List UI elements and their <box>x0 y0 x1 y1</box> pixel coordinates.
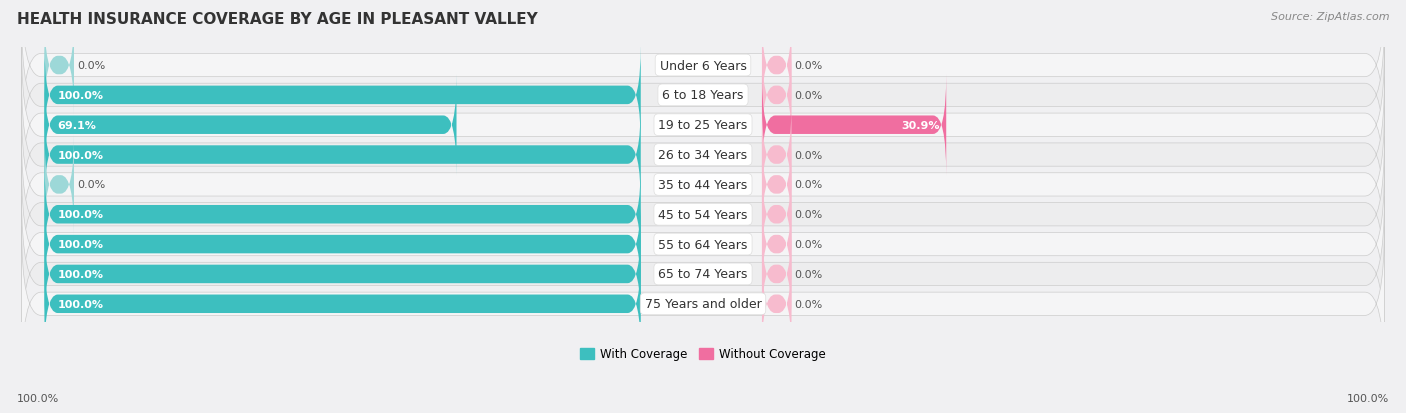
FancyBboxPatch shape <box>762 75 946 176</box>
Text: 0.0%: 0.0% <box>794 150 823 160</box>
Text: 100.0%: 100.0% <box>58 299 104 309</box>
FancyBboxPatch shape <box>45 45 641 146</box>
Text: 0.0%: 0.0% <box>77 61 105 71</box>
Text: 26 to 34 Years: 26 to 34 Years <box>658 149 748 161</box>
FancyBboxPatch shape <box>21 48 1385 203</box>
Text: 55 to 64 Years: 55 to 64 Years <box>658 238 748 251</box>
FancyBboxPatch shape <box>45 254 641 354</box>
Text: 0.0%: 0.0% <box>794 210 823 220</box>
Text: 100.0%: 100.0% <box>1347 393 1389 403</box>
FancyBboxPatch shape <box>21 197 1385 352</box>
FancyBboxPatch shape <box>762 135 792 235</box>
FancyBboxPatch shape <box>21 107 1385 263</box>
Text: Source: ZipAtlas.com: Source: ZipAtlas.com <box>1271 12 1389 22</box>
FancyBboxPatch shape <box>21 226 1385 382</box>
Text: 75 Years and older: 75 Years and older <box>644 297 762 311</box>
Text: Under 6 Years: Under 6 Years <box>659 59 747 72</box>
Text: 0.0%: 0.0% <box>794 90 823 101</box>
FancyBboxPatch shape <box>762 164 792 265</box>
FancyBboxPatch shape <box>762 105 792 206</box>
Text: 0.0%: 0.0% <box>794 299 823 309</box>
Text: 69.1%: 69.1% <box>58 121 97 131</box>
Text: 100.0%: 100.0% <box>58 240 104 249</box>
FancyBboxPatch shape <box>762 224 792 325</box>
FancyBboxPatch shape <box>45 75 457 176</box>
FancyBboxPatch shape <box>21 167 1385 322</box>
FancyBboxPatch shape <box>21 0 1385 144</box>
Text: 6 to 18 Years: 6 to 18 Years <box>662 89 744 102</box>
Text: 65 to 74 Years: 65 to 74 Years <box>658 268 748 281</box>
Text: 100.0%: 100.0% <box>58 150 104 160</box>
Legend: With Coverage, Without Coverage: With Coverage, Without Coverage <box>575 343 831 366</box>
FancyBboxPatch shape <box>45 164 641 265</box>
FancyBboxPatch shape <box>45 135 75 235</box>
FancyBboxPatch shape <box>45 224 641 325</box>
Text: 0.0%: 0.0% <box>794 240 823 249</box>
FancyBboxPatch shape <box>21 18 1385 173</box>
FancyBboxPatch shape <box>762 16 792 116</box>
Text: 0.0%: 0.0% <box>794 269 823 279</box>
FancyBboxPatch shape <box>762 45 792 146</box>
Text: 0.0%: 0.0% <box>77 180 105 190</box>
Text: 19 to 25 Years: 19 to 25 Years <box>658 119 748 132</box>
FancyBboxPatch shape <box>45 105 641 206</box>
Text: 100.0%: 100.0% <box>58 269 104 279</box>
Text: 100.0%: 100.0% <box>58 90 104 101</box>
FancyBboxPatch shape <box>21 137 1385 292</box>
Text: 45 to 54 Years: 45 to 54 Years <box>658 208 748 221</box>
Text: HEALTH INSURANCE COVERAGE BY AGE IN PLEASANT VALLEY: HEALTH INSURANCE COVERAGE BY AGE IN PLEA… <box>17 12 537 27</box>
FancyBboxPatch shape <box>45 194 641 295</box>
Text: 35 to 44 Years: 35 to 44 Years <box>658 178 748 192</box>
Text: 0.0%: 0.0% <box>794 180 823 190</box>
FancyBboxPatch shape <box>21 78 1385 233</box>
FancyBboxPatch shape <box>762 254 792 354</box>
Text: 100.0%: 100.0% <box>58 210 104 220</box>
FancyBboxPatch shape <box>762 194 792 295</box>
Text: 30.9%: 30.9% <box>901 121 939 131</box>
Text: 100.0%: 100.0% <box>17 393 59 403</box>
FancyBboxPatch shape <box>45 16 75 116</box>
Text: 0.0%: 0.0% <box>794 61 823 71</box>
